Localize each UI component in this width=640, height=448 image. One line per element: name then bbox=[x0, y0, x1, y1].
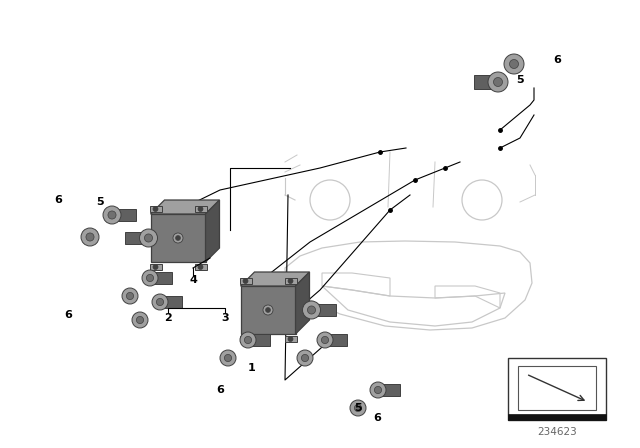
Text: 6: 6 bbox=[64, 310, 72, 320]
Polygon shape bbox=[112, 209, 136, 221]
Circle shape bbox=[317, 332, 333, 348]
Circle shape bbox=[86, 233, 94, 241]
Text: 4: 4 bbox=[189, 275, 197, 285]
Circle shape bbox=[504, 54, 524, 74]
Text: 6: 6 bbox=[553, 55, 561, 65]
Circle shape bbox=[173, 233, 183, 243]
Polygon shape bbox=[195, 206, 207, 212]
Circle shape bbox=[147, 274, 154, 282]
Circle shape bbox=[307, 306, 316, 314]
Circle shape bbox=[288, 336, 293, 341]
Text: 5: 5 bbox=[96, 197, 104, 207]
Polygon shape bbox=[248, 334, 270, 345]
Polygon shape bbox=[195, 264, 207, 270]
Circle shape bbox=[153, 207, 158, 211]
Polygon shape bbox=[518, 366, 596, 410]
Polygon shape bbox=[150, 264, 161, 270]
Circle shape bbox=[297, 350, 313, 366]
Polygon shape bbox=[241, 286, 296, 334]
Circle shape bbox=[493, 78, 502, 86]
Polygon shape bbox=[150, 214, 205, 262]
Polygon shape bbox=[150, 272, 172, 284]
Polygon shape bbox=[508, 414, 606, 420]
Circle shape bbox=[152, 294, 168, 310]
Circle shape bbox=[370, 382, 386, 398]
Polygon shape bbox=[474, 75, 498, 89]
Circle shape bbox=[321, 336, 328, 344]
Text: 3: 3 bbox=[221, 313, 229, 323]
Circle shape bbox=[198, 207, 203, 211]
Polygon shape bbox=[239, 278, 252, 284]
Text: 6: 6 bbox=[373, 413, 381, 423]
Circle shape bbox=[108, 211, 116, 219]
Circle shape bbox=[225, 354, 232, 362]
Circle shape bbox=[509, 60, 518, 69]
Polygon shape bbox=[285, 278, 296, 284]
Circle shape bbox=[142, 270, 158, 286]
Circle shape bbox=[240, 332, 256, 348]
Circle shape bbox=[136, 316, 143, 323]
Text: 1: 1 bbox=[248, 363, 256, 373]
Polygon shape bbox=[150, 206, 161, 212]
Polygon shape bbox=[205, 200, 220, 262]
Circle shape bbox=[374, 386, 381, 394]
Circle shape bbox=[303, 301, 321, 319]
Circle shape bbox=[488, 72, 508, 92]
Circle shape bbox=[243, 336, 248, 341]
Circle shape bbox=[140, 229, 157, 247]
Text: 6: 6 bbox=[216, 385, 224, 395]
Polygon shape bbox=[150, 200, 220, 214]
Text: 5: 5 bbox=[516, 75, 524, 85]
Circle shape bbox=[243, 279, 248, 284]
Text: 234623: 234623 bbox=[537, 427, 577, 437]
Circle shape bbox=[198, 264, 203, 270]
Polygon shape bbox=[241, 272, 310, 286]
Circle shape bbox=[263, 305, 273, 315]
Circle shape bbox=[132, 312, 148, 328]
Polygon shape bbox=[312, 304, 335, 316]
Circle shape bbox=[350, 400, 366, 416]
Polygon shape bbox=[239, 336, 252, 342]
Polygon shape bbox=[160, 297, 182, 308]
Polygon shape bbox=[378, 384, 400, 396]
Circle shape bbox=[145, 234, 152, 242]
Polygon shape bbox=[508, 358, 606, 420]
Polygon shape bbox=[285, 336, 296, 342]
Text: 2: 2 bbox=[164, 313, 172, 323]
Text: 5: 5 bbox=[354, 403, 362, 413]
Circle shape bbox=[175, 236, 180, 241]
Circle shape bbox=[301, 354, 308, 362]
Circle shape bbox=[127, 293, 134, 300]
Circle shape bbox=[153, 264, 158, 270]
Circle shape bbox=[266, 307, 271, 313]
Circle shape bbox=[156, 298, 164, 306]
Polygon shape bbox=[125, 232, 148, 244]
Circle shape bbox=[81, 228, 99, 246]
Circle shape bbox=[220, 350, 236, 366]
Text: 6: 6 bbox=[54, 195, 62, 205]
Polygon shape bbox=[325, 334, 347, 345]
Circle shape bbox=[355, 405, 362, 412]
Circle shape bbox=[122, 288, 138, 304]
Circle shape bbox=[244, 336, 252, 344]
Circle shape bbox=[103, 206, 121, 224]
Polygon shape bbox=[296, 272, 310, 334]
Circle shape bbox=[288, 279, 293, 284]
